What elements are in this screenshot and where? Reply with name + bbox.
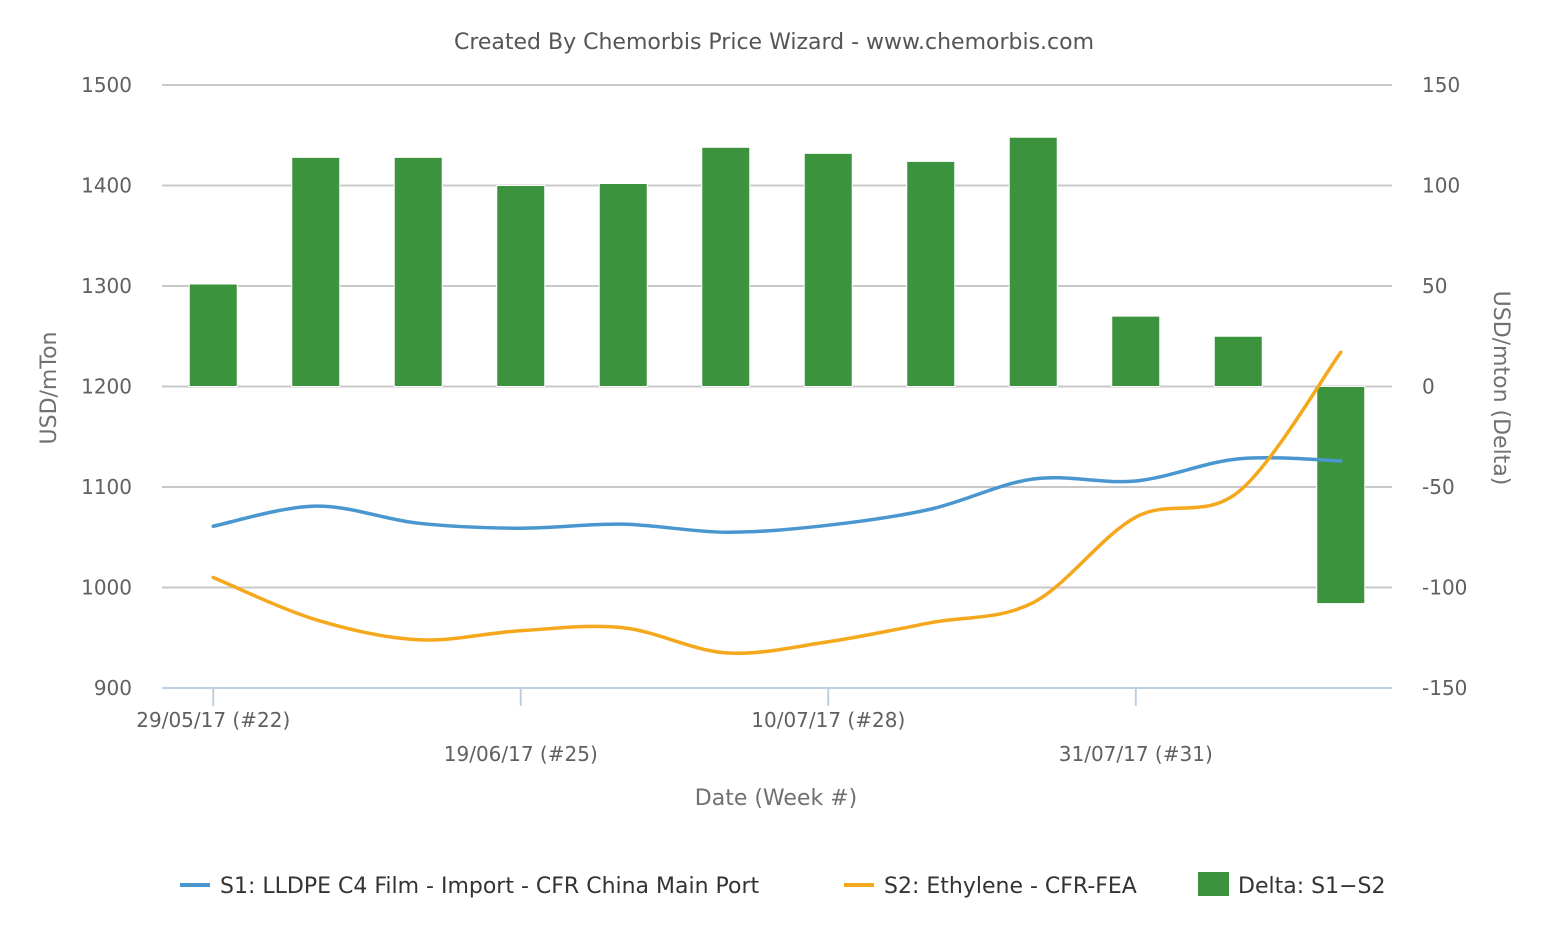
- delta-bar: [188, 283, 238, 387]
- delta-bar: [1111, 315, 1161, 387]
- y2-tick-label: 0: [1422, 375, 1435, 399]
- y2-tick-label: -50: [1422, 475, 1455, 499]
- delta-bar: [803, 152, 853, 387]
- y-tick-label: 1400: [81, 174, 132, 198]
- delta-bar: [1316, 386, 1366, 605]
- delta-bar: [393, 156, 443, 387]
- delta-bar: [1008, 136, 1058, 387]
- y-tick-label: 1500: [81, 73, 132, 97]
- legend-label: Delta: S1−S2: [1238, 874, 1385, 899]
- delta-bar: [1213, 335, 1263, 387]
- price-lines: [211, 350, 1343, 655]
- x-tick-label: 19/06/17 (#25): [444, 742, 598, 766]
- legend-label: S2: Ethylene - CFR-FEA: [884, 874, 1137, 899]
- x-tick-label: 31/07/17 (#31): [1059, 742, 1213, 766]
- y-tick-label: 1000: [81, 576, 132, 600]
- y-tick-label: 1300: [81, 274, 132, 298]
- legend: S1: LLDPE C4 Film - Import - CFR China M…: [180, 872, 1385, 899]
- y2-tick-label: -150: [1422, 676, 1467, 700]
- delta-bar: [291, 156, 341, 387]
- legend-bar-swatch: [1198, 872, 1229, 896]
- delta-bars: [188, 136, 1366, 605]
- chart-title: Created By Chemorbis Price Wizard - www.…: [454, 30, 1094, 55]
- x-axis-title: Date (Week #): [695, 786, 857, 811]
- delta-bar: [701, 146, 751, 387]
- y2-tick-label: 100: [1422, 174, 1460, 198]
- delta-bar: [598, 182, 648, 387]
- delta-bar: [496, 185, 546, 387]
- y-tick-label: 1100: [81, 475, 132, 499]
- x-tick-label: 10/07/17 (#28): [751, 708, 905, 732]
- x-tick-label: 29/05/17 (#22): [136, 708, 290, 732]
- y-axis-title: USD/mTon: [37, 332, 62, 445]
- legend-label: S1: LLDPE C4 Film - Import - CFR China M…: [220, 874, 760, 899]
- y-tick-label: 1200: [81, 375, 132, 399]
- y2-tick-label: 150: [1422, 73, 1460, 97]
- series-line-s2: [211, 350, 1343, 655]
- series-line-s1: [211, 455, 1343, 534]
- delta-bar: [906, 160, 956, 387]
- y-tick-label: 900: [94, 676, 132, 700]
- y2-tick-label: 50: [1422, 274, 1447, 298]
- gridlines: [162, 84, 1392, 689]
- y2-axis-title: USD/mton (Delta): [1488, 291, 1513, 486]
- y2-tick-label: -100: [1422, 576, 1467, 600]
- axes: 900 1000 1100 1200 1300 1400 1500 -150 -100 -50 0 5…: [81, 73, 1467, 766]
